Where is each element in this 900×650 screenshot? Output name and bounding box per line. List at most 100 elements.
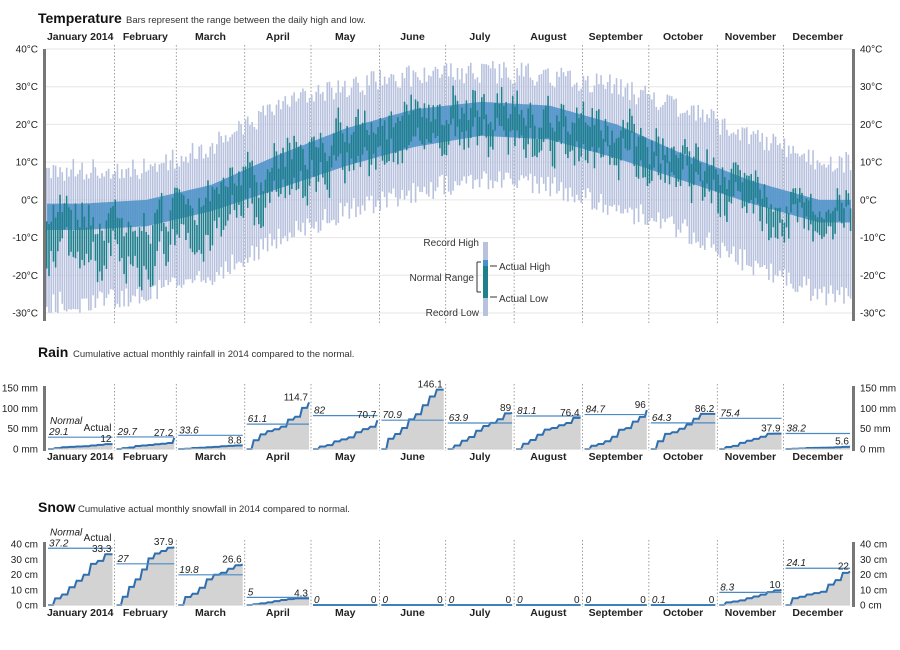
- actual-range-bar: [655, 128, 658, 156]
- actual-range-bar: [467, 120, 470, 148]
- snow-right-axis: [852, 542, 855, 607]
- actual-range-bar: [359, 124, 362, 168]
- actual-range-bar: [68, 207, 70, 256]
- snow-month-panel: July 0 0: [445, 540, 513, 619]
- actual-range-bar: [134, 230, 136, 256]
- snow-normal-value: 0: [586, 595, 592, 606]
- actual-range-bar: [664, 154, 666, 183]
- rain-actual-line: [246, 402, 310, 450]
- actual-range-bar: [46, 221, 48, 269]
- actual-range-bar: [774, 207, 777, 238]
- actual-range-bar: [503, 106, 505, 131]
- actual-range-bar: [609, 145, 611, 165]
- actual-range-bar: [156, 209, 159, 251]
- actual-range-bar: [587, 125, 589, 164]
- actual-range-bar: [273, 143, 276, 181]
- actual-range-bar: [187, 198, 189, 233]
- snow-actual-value: 26.6: [222, 554, 242, 565]
- snow-actual-fill: [116, 547, 175, 605]
- actual-range-bar: [286, 137, 289, 186]
- actual-range-bar: [613, 142, 616, 166]
- actual-range-bar: [704, 171, 706, 197]
- record-range-bar: [193, 158, 196, 281]
- actual-range-bar: [710, 165, 713, 204]
- actual-range-bar: [474, 90, 476, 118]
- actual-range-bar: [322, 143, 324, 178]
- actual-range-bar: [772, 211, 775, 228]
- actual-range-bar: [92, 217, 94, 242]
- rain-month-panel: June 70.9 146.1: [379, 380, 444, 463]
- actual-range-bar: [291, 159, 293, 190]
- actual-range-bar: [569, 134, 571, 152]
- actual-range-bar: [207, 180, 209, 236]
- actual-range-bar: [264, 179, 267, 208]
- record-range-bar: [838, 156, 841, 295]
- actual-range-bar: [165, 226, 167, 266]
- snow-month-panel: December 24.1 22: [783, 540, 851, 619]
- rain-month-label: November: [725, 451, 776, 463]
- actual-range-bar: [485, 114, 488, 138]
- snow-actual-value: 0: [640, 595, 646, 606]
- record-range-bar: [125, 169, 128, 289]
- actual-range-bar: [829, 213, 832, 227]
- rain-actual-line: [584, 409, 648, 450]
- record-range-bar: [843, 172, 845, 304]
- record-range-bar: [810, 164, 812, 301]
- snow-actual-value: 0: [709, 595, 715, 606]
- actual-range-bar: [191, 208, 194, 253]
- snow-actual-line: [48, 553, 113, 606]
- rain-month-panel: November 75.4 37.9: [716, 384, 782, 463]
- actual-range-bar: [666, 147, 669, 164]
- temperature-title: Temperature: [38, 10, 122, 26]
- actual-range-bar: [147, 234, 150, 280]
- actual-range-bar: [255, 182, 258, 218]
- actual-range-bar: [644, 137, 647, 178]
- temp-month-label: December: [792, 31, 843, 43]
- actual-range-bar: [783, 222, 786, 243]
- actual-range-bar: [542, 109, 545, 142]
- actual-range-bar: [558, 121, 560, 141]
- actual-range-bar: [103, 240, 106, 266]
- rain-month-label: January 2014: [47, 451, 114, 463]
- actual-range-bar: [401, 115, 404, 164]
- actual-range-bar: [319, 132, 322, 162]
- actual-range-bar: [224, 186, 227, 226]
- actual-range-bar: [598, 109, 600, 148]
- snow-actual-fill: [785, 571, 850, 605]
- record-range-bar: [112, 174, 114, 290]
- rain-actual-value: 37.9: [761, 424, 781, 435]
- actual-range-bar: [101, 230, 103, 281]
- snow-month-label: August: [530, 607, 567, 619]
- actual-range-bar: [450, 106, 452, 125]
- actual-range-bar: [335, 118, 337, 161]
- snow-tick-label-right: 0 cm: [860, 601, 882, 612]
- snow-normal-value: 19.8: [179, 565, 199, 576]
- actual-range-bar: [690, 164, 693, 204]
- actual-range-bar: [284, 166, 287, 199]
- actual-range-bar: [776, 208, 779, 239]
- actual-range-bar: [163, 222, 165, 254]
- temp-left-axis: [43, 49, 46, 321]
- actual-range-bar: [695, 143, 697, 172]
- actual-range-bar: [562, 104, 565, 127]
- actual-range-bar: [679, 152, 682, 187]
- snow-actual-value: 0: [437, 595, 443, 606]
- temp-tick-label-left: -30°C: [12, 309, 38, 320]
- actual-range-bar: [527, 108, 529, 145]
- actual-range-bar: [670, 147, 673, 173]
- actual-range-bar: [801, 192, 803, 208]
- temp-tick-label-left: 0°C: [21, 195, 38, 206]
- actual-range-bar: [531, 114, 534, 158]
- rain-actual-value: 114.7: [284, 392, 309, 403]
- actual-range-bar: [390, 111, 393, 139]
- actual-range-bar: [282, 147, 284, 180]
- rain-month-label: March: [195, 451, 226, 463]
- actual-range-bar: [196, 225, 198, 253]
- temp-month-label: February: [123, 31, 168, 43]
- actual-range-bar: [657, 136, 660, 176]
- temp-tick-label-left: 10°C: [16, 158, 38, 169]
- snow-actual-line: [116, 546, 175, 606]
- actual-range-bar: [606, 125, 609, 147]
- temp-month-label: August: [530, 31, 567, 43]
